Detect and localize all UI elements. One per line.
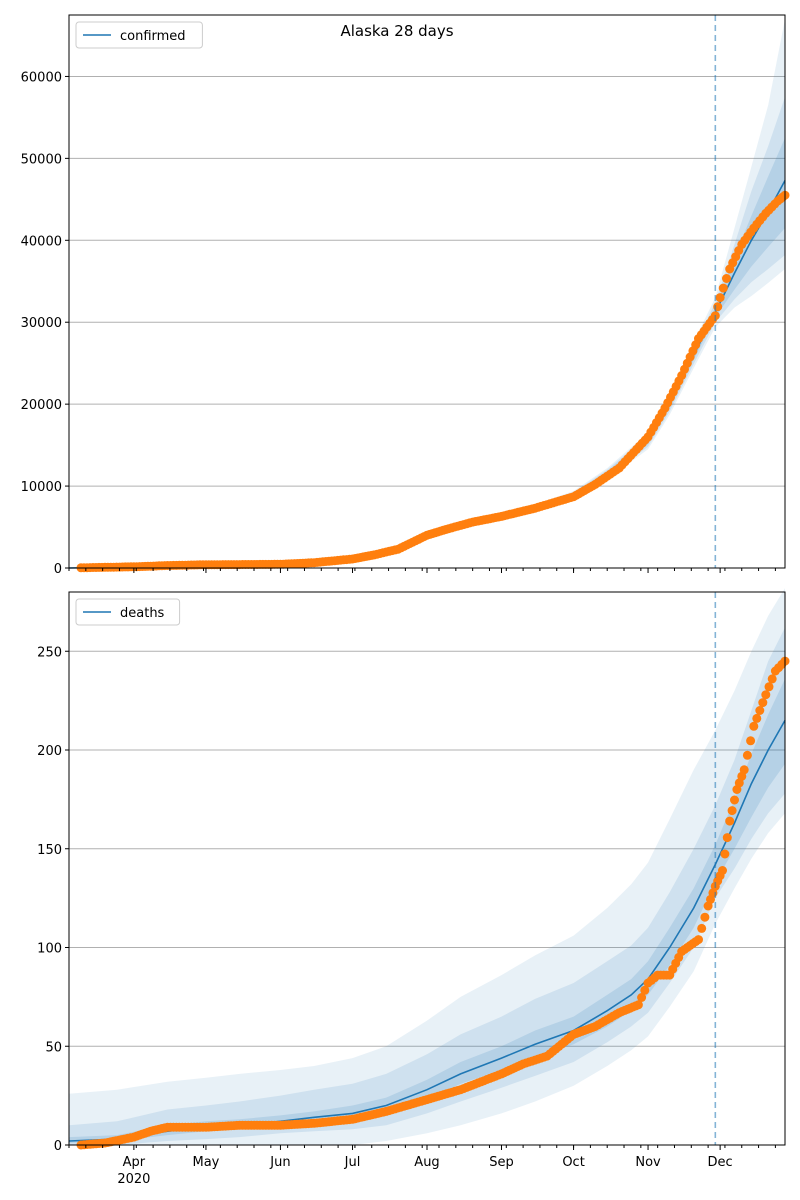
data-point [715,293,725,303]
data-point [761,690,771,700]
legend-label: confirmed [120,29,186,44]
x-tick-label: Aug [414,1155,439,1170]
y-tick-label: 0 [54,562,62,577]
data-point [718,283,728,293]
data-point [691,340,701,350]
confidence-band-inner [69,137,785,568]
data-point [742,750,752,760]
data-point [722,833,732,843]
data-point [746,227,756,237]
data-point [778,192,788,202]
data-point [691,937,701,947]
data-point [674,376,684,386]
data-point [697,923,707,933]
data-point [657,408,667,418]
legend-box [75,21,203,49]
data-point [611,465,621,475]
legend: deaths [75,598,181,626]
legend: confirmed [75,21,203,49]
data-point [767,674,777,684]
y-tick-label: 60000 [21,70,62,85]
confidence-band-inner [69,678,785,1143]
data-point [737,771,747,781]
legend-box [75,598,181,626]
x-tick-label: Nov [635,1155,661,1170]
y-tick-label: 10000 [21,480,62,495]
chart-title: Alaska 28 days [340,22,453,40]
data-point [752,713,762,723]
y-tick-label: 50000 [21,152,62,167]
data-point [734,246,744,255]
x-tick-label: May [193,1155,220,1170]
data-point [715,871,725,881]
data-point [637,993,647,1002]
confidence-band-mid [69,627,785,1145]
data-point [727,806,737,816]
y-tick-label: 150 [37,843,62,858]
x-tick-label: Apr [123,1155,146,1170]
confidence-band-mid [69,96,785,569]
y-tick-label: 30000 [21,316,62,331]
y-tick-label: 100 [37,942,62,957]
confidence-band-outer [69,588,785,1145]
data-point [700,912,710,922]
confirmed-panel: 0 10000 20000 30000 40000 50000 60000 confirmed [21,14,790,577]
data-point [730,795,739,805]
data-point [749,721,759,731]
data-point [674,952,684,962]
deaths-panel: 0 50 100 150 200 250 Apr May Jun Jul Aug Sep Oct Nov D… [37,588,790,1187]
data-point [755,706,765,715]
x-tick-label: Dec [708,1155,733,1170]
x-tick-label: Jul [344,1155,361,1170]
y-tick-label: 250 [37,645,62,660]
data-point [725,816,735,826]
data-point [640,435,650,445]
y-tick-label: 40000 [21,234,62,249]
x-year-label: 2020 [117,1172,150,1187]
data-point [758,212,768,222]
data-point [764,682,774,692]
data-point [777,659,787,669]
legend-label: deaths [120,606,165,621]
x-tick-label: Jun [269,1155,290,1170]
data-point [746,736,756,746]
y-tick-label: 200 [37,744,62,759]
y-tick-label: 0 [54,1139,62,1154]
data-point [640,985,650,995]
data-point [720,849,730,859]
y-tick-label: 50 [45,1040,62,1055]
y-tick-label: 20000 [21,398,62,413]
axes-frame [68,14,786,569]
x-tick-label: Oct [562,1155,584,1170]
data-point [631,1001,641,1011]
data-point [722,274,731,283]
x-tick-label: Sep [489,1155,514,1170]
data-point [662,970,672,980]
data-point [758,698,768,708]
